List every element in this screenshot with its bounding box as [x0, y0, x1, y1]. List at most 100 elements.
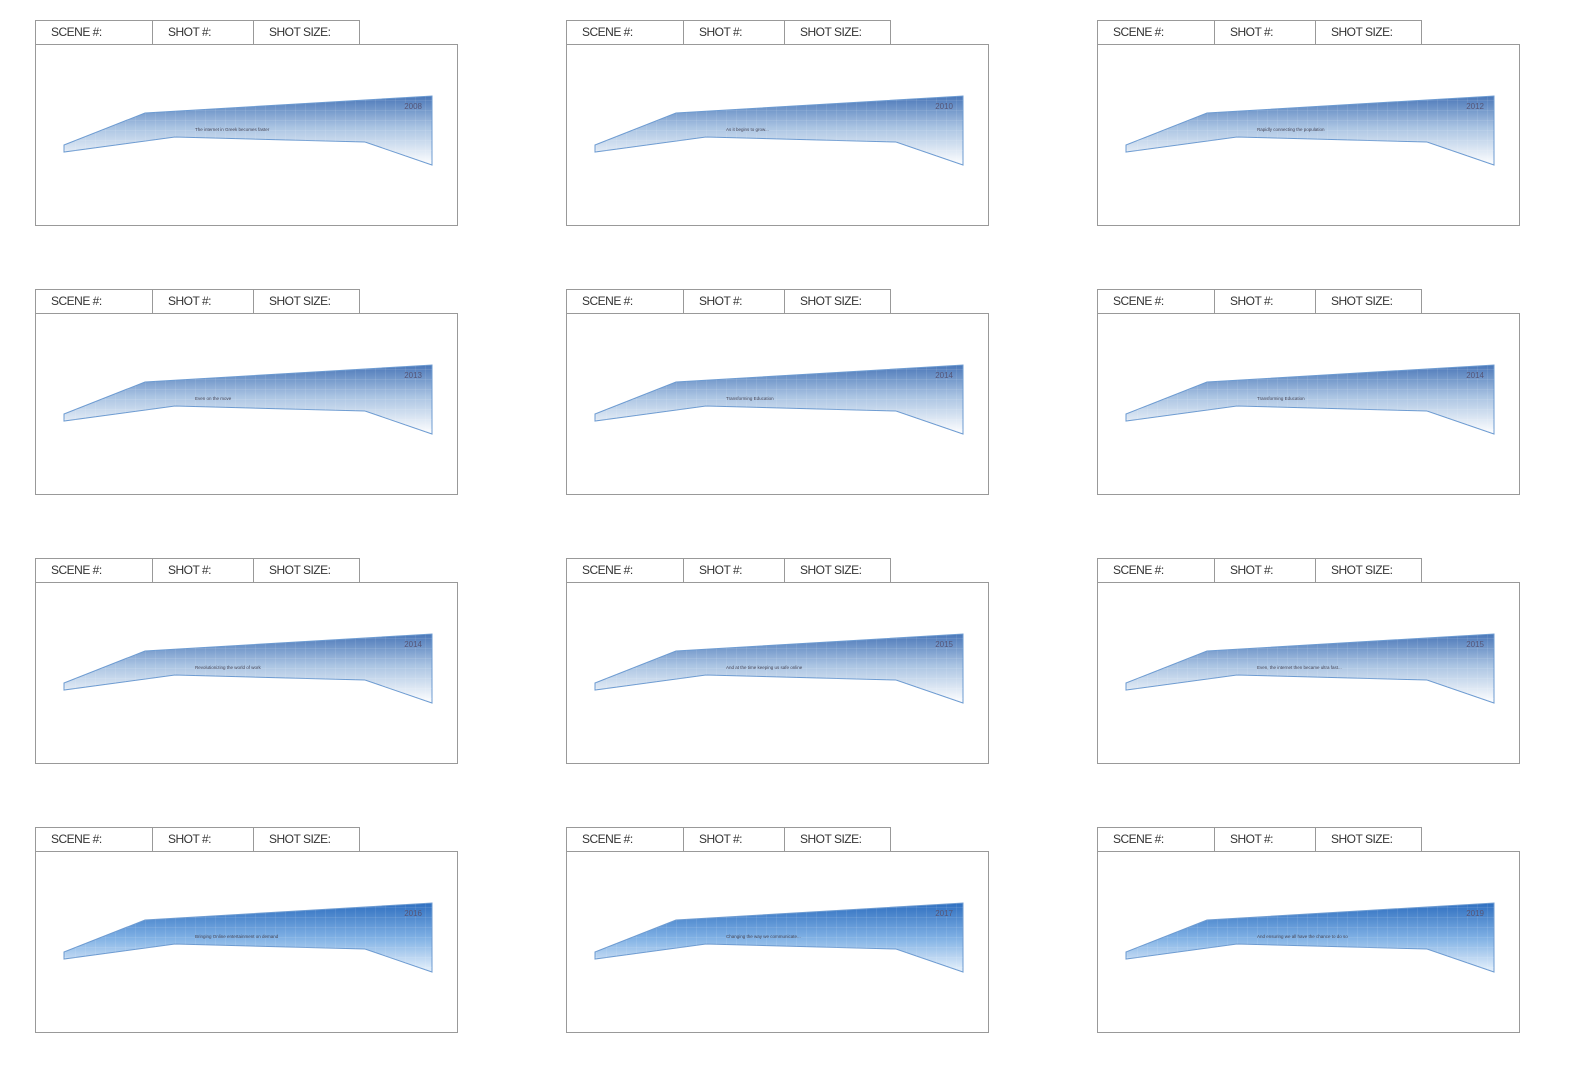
panel: SCENE #: SHOT #: SHOT SIZE: 2014 Transformin… [1097, 289, 1520, 495]
tab-label: SHOT SIZE: [1331, 563, 1393, 577]
caption: Even, the internet then became ultra fas… [1257, 665, 1342, 670]
tab-label: SHOT #: [168, 294, 211, 308]
tab-label: SHOT #: [168, 832, 211, 846]
year: 2013 [404, 371, 422, 380]
tab [683, 289, 785, 314]
tab [784, 827, 891, 852]
tab [566, 289, 684, 314]
caption: Bringing Online entertainment on demand [195, 934, 279, 939]
caption: As it begins to grow... [726, 127, 769, 132]
screen-grid [64, 634, 432, 703]
tab-label: SCENE #: [1113, 25, 1164, 39]
tab-label: SCENE #: [1113, 563, 1164, 577]
screen-grid [64, 96, 432, 165]
caption: Transforming Education [1257, 396, 1305, 401]
year: 2019 [1466, 909, 1484, 918]
year: 2015 [935, 640, 953, 649]
tab-label: SHOT #: [1230, 832, 1273, 846]
tab-label: SCENE #: [51, 832, 102, 846]
tab-label: SHOT #: [699, 563, 742, 577]
tab [253, 289, 360, 314]
tab-label: SCENE #: [1113, 832, 1164, 846]
tab-label: SCENE #: [51, 294, 102, 308]
tab-label: SHOT SIZE: [269, 294, 331, 308]
tab [1214, 20, 1316, 45]
tab-label: SHOT SIZE: [800, 832, 862, 846]
caption: Rapidly connecting the population [1257, 127, 1325, 132]
year: 2017 [935, 909, 953, 918]
tab-label: SCENE #: [582, 832, 633, 846]
year: 2014 [1466, 371, 1484, 380]
tab [1315, 289, 1422, 314]
tab [683, 558, 785, 583]
year: 2008 [404, 102, 422, 111]
tab [566, 558, 684, 583]
year: 2016 [404, 909, 422, 918]
tab [35, 289, 153, 314]
tab [784, 289, 891, 314]
screen-grid [64, 903, 432, 972]
tab [566, 827, 684, 852]
tab-label: SHOT #: [699, 832, 742, 846]
caption: And at the time keeping us safe online [726, 665, 803, 670]
tab [1214, 558, 1316, 583]
panel: SCENE #: SHOT #: SHOT SIZE: 2008 The interne… [35, 20, 458, 226]
tab-label: SHOT SIZE: [1331, 25, 1393, 39]
tab-label: SHOT #: [1230, 25, 1273, 39]
tab [253, 558, 360, 583]
panel: SCENE #: SHOT #: SHOT SIZE: 2013 Even on the… [35, 289, 458, 495]
screen-grid [1126, 634, 1494, 703]
caption: Revolutionizing the world of work [195, 665, 262, 670]
panel: SCENE #: SHOT #: SHOT SIZE: 2014 Revolutioni… [35, 558, 458, 764]
screen-grid [595, 96, 963, 165]
tab-label: SHOT #: [1230, 294, 1273, 308]
panel: SCENE #: SHOT #: SHOT SIZE: 2017 Changing th… [566, 827, 989, 1033]
tab [152, 20, 254, 45]
caption: And ensuring we all have the chance to d… [1257, 934, 1348, 939]
panel: SCENE #: SHOT #: SHOT SIZE: 2015 Even, the i… [1097, 558, 1520, 764]
caption: Even on the move [195, 396, 232, 401]
tab [784, 558, 891, 583]
tab [1097, 289, 1215, 314]
tab-label: SHOT SIZE: [269, 25, 331, 39]
tab-label: SCENE #: [582, 563, 633, 577]
tab-label: SHOT SIZE: [800, 25, 862, 39]
tab-label: SHOT #: [168, 25, 211, 39]
tab-label: SCENE #: [1113, 294, 1164, 308]
tab-label: SHOT #: [1230, 563, 1273, 577]
year: 2014 [404, 640, 422, 649]
caption: Changing the way we communicate... [726, 934, 801, 939]
screen-grid [595, 903, 963, 972]
tab [1097, 558, 1215, 583]
panel: SCENE #: SHOT #: SHOT SIZE: 2019 And ensurin… [1097, 827, 1520, 1033]
year: 2010 [935, 102, 953, 111]
screen-grid [1126, 365, 1494, 434]
screen-grid [595, 634, 963, 703]
panel: SCENE #: SHOT #: SHOT SIZE: 2015 And at the … [566, 558, 989, 764]
tab [1315, 827, 1422, 852]
screen-grid [1126, 96, 1494, 165]
tab-label: SCENE #: [582, 25, 633, 39]
panel: SCENE #: SHOT #: SHOT SIZE: 2014 Transformin… [566, 289, 989, 495]
panel: SCENE #: SHOT #: SHOT SIZE: 2010 As it begin… [566, 20, 989, 226]
tab-label: SCENE #: [51, 25, 102, 39]
tab-label: SHOT #: [699, 294, 742, 308]
screen-grid [1126, 903, 1494, 972]
tab-label: SCENE #: [582, 294, 633, 308]
tab-label: SHOT SIZE: [800, 294, 862, 308]
year: 2014 [935, 371, 953, 380]
tab-label: SHOT SIZE: [269, 832, 331, 846]
tab-label: SHOT SIZE: [1331, 294, 1393, 308]
tab [152, 558, 254, 583]
screen-grid [595, 365, 963, 434]
panel: SCENE #: SHOT #: SHOT SIZE: 2016 Bringing On… [35, 827, 458, 1033]
year: 2015 [1466, 640, 1484, 649]
caption: Transforming Education [726, 396, 774, 401]
tab-label: SHOT SIZE: [800, 563, 862, 577]
tab-label: SHOT #: [168, 563, 211, 577]
tab-label: SHOT #: [699, 25, 742, 39]
tab [683, 827, 785, 852]
tab [784, 20, 891, 45]
tab-label: SHOT SIZE: [1331, 832, 1393, 846]
